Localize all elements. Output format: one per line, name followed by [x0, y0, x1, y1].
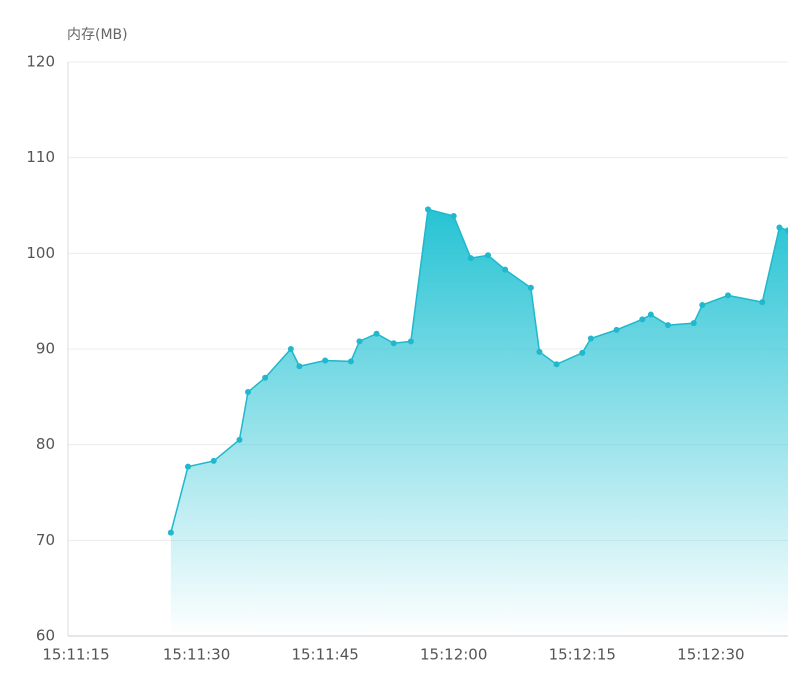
data-point [450, 213, 457, 220]
data-point [579, 349, 586, 356]
x-tick-label: 15:12:00 [420, 646, 487, 664]
data-point [167, 529, 174, 536]
data-point [699, 301, 706, 308]
x-tick-label: 15:11:45 [291, 646, 358, 664]
data-point [776, 224, 783, 231]
line [170, 208, 788, 533]
y-tick-label: 70 [36, 531, 55, 549]
y-axis-title: 内存(MB) [67, 27, 128, 43]
data-point [785, 227, 788, 234]
data-point [536, 348, 543, 355]
data-point [690, 320, 697, 327]
data-point [390, 340, 397, 347]
data-point [527, 284, 534, 291]
data-point [407, 338, 414, 345]
y-tick-label: 60 [36, 627, 55, 645]
y-tick-label: 90 [36, 340, 55, 358]
x-tick-label: 15:12:30 [677, 646, 744, 664]
data-point [356, 338, 363, 345]
data-point [322, 357, 329, 364]
data-point [373, 330, 380, 337]
data-point [553, 361, 560, 368]
x-tick-label: 15:11:30 [163, 646, 230, 664]
data-point [236, 436, 243, 443]
data-point [725, 292, 731, 299]
y-tick-label: 110 [26, 148, 55, 166]
data-point [639, 316, 646, 323]
data-point [347, 358, 354, 365]
data-point [485, 252, 491, 259]
x-tick-label: 15:11:15 [42, 646, 109, 664]
data-point [262, 374, 269, 381]
x-tick-label: 15:12:15 [549, 646, 616, 664]
data-point [425, 206, 431, 213]
data-point [296, 363, 303, 370]
y-tick-label: 100 [26, 244, 55, 262]
data-point [287, 346, 294, 352]
data-point [759, 299, 766, 306]
y-tick-label: 80 [36, 435, 55, 453]
area-fill [170, 209, 788, 636]
y-tick-label: 120 [26, 53, 55, 71]
data-point [185, 463, 191, 470]
data-point [467, 255, 474, 262]
data-point [587, 335, 594, 342]
data-point [613, 326, 620, 333]
data-point [245, 389, 251, 396]
data-point [647, 311, 654, 318]
data-point [665, 322, 671, 329]
data-point [210, 457, 217, 464]
data-point [502, 266, 509, 273]
